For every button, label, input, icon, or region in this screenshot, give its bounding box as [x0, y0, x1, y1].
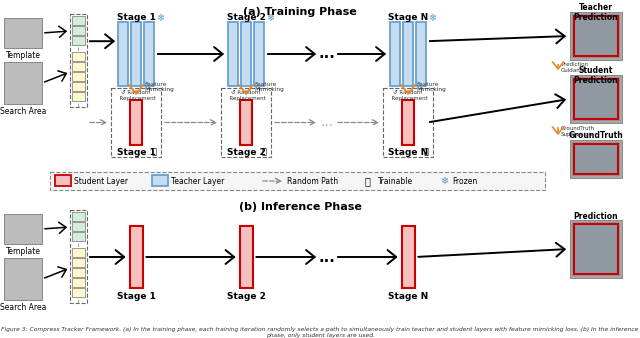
- Text: Stage 2: Stage 2: [227, 292, 266, 301]
- FancyBboxPatch shape: [72, 26, 85, 35]
- FancyBboxPatch shape: [72, 248, 85, 257]
- FancyBboxPatch shape: [144, 22, 154, 86]
- Text: Stage 2: Stage 2: [227, 148, 266, 157]
- Text: i: i: [77, 103, 79, 108]
- Text: ↺ Random
  Replacement: ↺ Random Replacement: [388, 90, 428, 101]
- Text: Template: Template: [6, 247, 40, 256]
- FancyBboxPatch shape: [570, 12, 622, 60]
- Text: ...: ...: [319, 249, 335, 265]
- FancyBboxPatch shape: [50, 172, 545, 190]
- FancyBboxPatch shape: [55, 175, 71, 186]
- FancyBboxPatch shape: [416, 22, 426, 86]
- FancyBboxPatch shape: [572, 142, 620, 176]
- FancyBboxPatch shape: [239, 226, 253, 288]
- FancyBboxPatch shape: [4, 62, 42, 104]
- Text: 🔥: 🔥: [424, 147, 429, 156]
- Text: Teacher Layer: Teacher Layer: [171, 176, 225, 186]
- FancyBboxPatch shape: [72, 16, 85, 25]
- Text: i: i: [77, 243, 79, 248]
- FancyBboxPatch shape: [118, 22, 128, 86]
- FancyBboxPatch shape: [72, 62, 85, 71]
- Text: GroundTruth: GroundTruth: [568, 131, 623, 140]
- FancyBboxPatch shape: [572, 14, 620, 58]
- FancyBboxPatch shape: [72, 212, 85, 221]
- FancyBboxPatch shape: [4, 214, 42, 244]
- Text: Feature
Mimicking: Feature Mimicking: [254, 81, 284, 92]
- Text: (b) Inference Phase: (b) Inference Phase: [239, 202, 362, 212]
- Text: ❄: ❄: [156, 13, 164, 23]
- Text: Student Layer: Student Layer: [74, 176, 128, 186]
- FancyBboxPatch shape: [152, 175, 168, 186]
- FancyBboxPatch shape: [72, 258, 85, 267]
- Text: Stage N: Stage N: [388, 148, 428, 157]
- Text: Prediction
Guidance: Prediction Guidance: [561, 62, 588, 73]
- Text: GroundTruth
Supervision: GroundTruth Supervision: [561, 126, 595, 137]
- FancyBboxPatch shape: [72, 52, 85, 61]
- FancyBboxPatch shape: [130, 100, 142, 145]
- Text: Stage N: Stage N: [388, 292, 428, 301]
- Text: ...: ...: [321, 116, 333, 129]
- FancyBboxPatch shape: [390, 22, 400, 86]
- FancyBboxPatch shape: [72, 92, 85, 101]
- FancyBboxPatch shape: [401, 226, 415, 288]
- Text: Stage N: Stage N: [388, 13, 428, 22]
- Text: ↺ Random
  Replacement: ↺ Random Replacement: [116, 90, 156, 101]
- Text: Prediction: Prediction: [573, 212, 618, 221]
- FancyBboxPatch shape: [570, 140, 622, 178]
- Text: Frozen: Frozen: [452, 176, 477, 186]
- Text: Stage 1: Stage 1: [116, 292, 156, 301]
- FancyBboxPatch shape: [403, 22, 413, 86]
- FancyBboxPatch shape: [72, 222, 85, 231]
- Text: Search Area: Search Area: [0, 303, 46, 312]
- Text: 🔥: 🔥: [152, 147, 157, 156]
- Text: Feature
Mimicking: Feature Mimicking: [144, 81, 173, 92]
- Text: Stage 1: Stage 1: [116, 148, 156, 157]
- FancyBboxPatch shape: [72, 232, 85, 241]
- Text: Figure 3: Compress Tracker Framework. (a) In the training phase, each training i: Figure 3: Compress Tracker Framework. (a…: [1, 327, 639, 338]
- Text: Trainable: Trainable: [378, 176, 413, 186]
- FancyBboxPatch shape: [572, 77, 620, 121]
- Text: ...: ...: [319, 47, 335, 62]
- Text: ❄: ❄: [266, 13, 274, 23]
- Text: ❄: ❄: [428, 13, 436, 23]
- Text: Template: Template: [6, 51, 40, 60]
- FancyBboxPatch shape: [228, 22, 238, 86]
- FancyBboxPatch shape: [570, 75, 622, 123]
- FancyBboxPatch shape: [402, 100, 414, 145]
- FancyBboxPatch shape: [570, 220, 622, 278]
- FancyBboxPatch shape: [240, 100, 252, 145]
- FancyBboxPatch shape: [254, 22, 264, 86]
- FancyBboxPatch shape: [72, 36, 85, 45]
- FancyBboxPatch shape: [129, 226, 143, 288]
- FancyBboxPatch shape: [72, 82, 85, 91]
- Text: 🔥: 🔥: [365, 176, 371, 186]
- Text: Feature
Mimicking: Feature Mimicking: [416, 81, 445, 92]
- Text: Stage 2: Stage 2: [227, 13, 266, 22]
- Text: Search Area: Search Area: [0, 107, 46, 116]
- Text: Stage 1: Stage 1: [116, 13, 156, 22]
- FancyBboxPatch shape: [72, 288, 85, 297]
- Text: Student
Prediction: Student Prediction: [573, 66, 618, 86]
- FancyBboxPatch shape: [72, 268, 85, 277]
- FancyBboxPatch shape: [4, 18, 42, 48]
- FancyBboxPatch shape: [131, 22, 141, 86]
- Text: ❄: ❄: [440, 176, 448, 186]
- Text: (a) Training Phase: (a) Training Phase: [243, 7, 357, 17]
- Text: Random Path: Random Path: [287, 176, 338, 186]
- Text: 🔥: 🔥: [262, 147, 266, 156]
- Text: i: i: [77, 299, 79, 304]
- Text: ↺ Random
  Replacement: ↺ Random Replacement: [226, 90, 266, 101]
- FancyBboxPatch shape: [72, 72, 85, 81]
- FancyBboxPatch shape: [72, 278, 85, 287]
- FancyBboxPatch shape: [241, 22, 251, 86]
- Text: Teacher
Prediction: Teacher Prediction: [573, 3, 618, 22]
- Text: i: i: [77, 47, 79, 52]
- FancyBboxPatch shape: [572, 222, 620, 276]
- FancyBboxPatch shape: [4, 258, 42, 300]
